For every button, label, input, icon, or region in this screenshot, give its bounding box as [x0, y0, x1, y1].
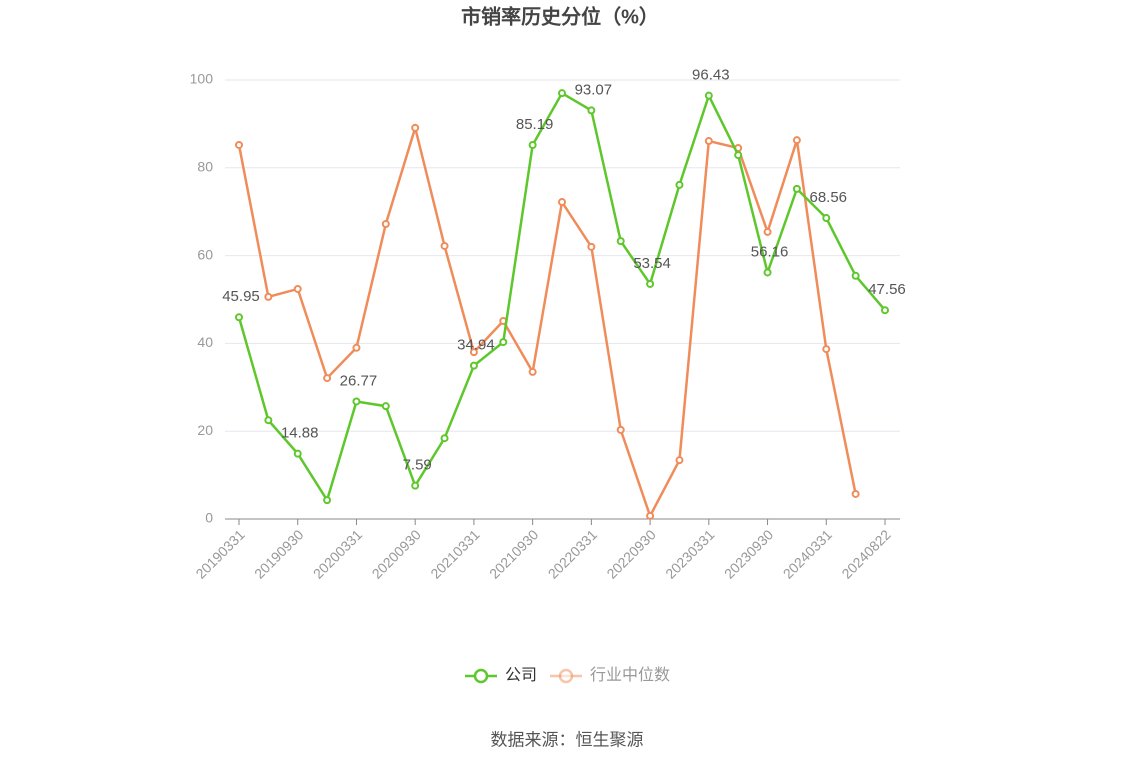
chart-title: 市销率历史分位（%） — [461, 4, 659, 28]
series-line — [237, 123, 857, 520]
point — [558, 198, 566, 207]
point — [881, 306, 889, 315]
data-label: 93.07 — [575, 81, 613, 98]
point — [235, 313, 243, 322]
point — [499, 338, 508, 347]
legend-item: 公司 — [465, 667, 537, 684]
x-tick-label: 20210331 — [427, 526, 483, 582]
y-tick-label: 0 — [205, 510, 213, 526]
point — [734, 151, 743, 160]
point — [381, 402, 390, 411]
point — [411, 123, 420, 132]
legend-marker — [473, 668, 489, 684]
y-tick-label: 20 — [197, 422, 213, 438]
point — [411, 481, 420, 490]
x-tick-label: 20190331 — [192, 526, 248, 582]
point — [646, 511, 655, 520]
point — [293, 284, 302, 293]
y-tick-label: 100 — [190, 71, 214, 87]
data-label: 96.43 — [692, 67, 730, 84]
point — [440, 434, 449, 443]
point — [675, 180, 684, 189]
point — [675, 456, 684, 465]
point — [792, 184, 801, 193]
point — [323, 496, 332, 505]
point — [587, 242, 596, 251]
x-tick-label: 20220331 — [545, 526, 601, 582]
point — [558, 89, 566, 98]
x-tick-label: 20220930 — [603, 526, 659, 582]
point — [851, 489, 860, 498]
data-label: 53.54 — [633, 255, 671, 272]
point — [264, 416, 273, 425]
legend-label: 公司 — [505, 667, 537, 684]
point — [704, 137, 713, 146]
point — [323, 374, 332, 383]
series-line — [237, 91, 886, 504]
legend-label: 行业中位数 — [590, 666, 670, 684]
x-tick-label: 20230331 — [662, 526, 718, 582]
point — [469, 348, 478, 357]
x-tick-label: 20200930 — [369, 526, 425, 582]
point — [381, 219, 390, 228]
point — [851, 271, 860, 280]
data-label: 14.88 — [281, 425, 319, 442]
point — [763, 268, 772, 277]
x-tick-label: 20210930 — [486, 526, 542, 582]
point — [587, 106, 596, 115]
legend-marker — [558, 668, 574, 684]
data-label: 68.56 — [809, 189, 847, 206]
point — [235, 140, 243, 149]
point — [763, 227, 772, 236]
x-tick-label: 20240331 — [780, 526, 836, 582]
data-label: 85.19 — [516, 116, 554, 133]
source: 数据来源：恒生聚源 — [491, 730, 644, 749]
y-tick-label: 80 — [197, 159, 213, 175]
point — [352, 343, 361, 352]
y-tick-label: 40 — [197, 334, 213, 350]
legend-item: 行业中位数 — [550, 666, 670, 684]
point — [352, 397, 361, 406]
point — [704, 91, 713, 100]
point — [646, 279, 655, 288]
x-tick-label: 20230930 — [721, 526, 777, 582]
data-label: 56.16 — [751, 243, 789, 260]
data-label: 34.94 — [457, 337, 495, 354]
data-label: 7.59 — [403, 457, 432, 474]
point — [616, 237, 625, 246]
point — [822, 214, 831, 223]
point — [822, 345, 831, 354]
point — [616, 425, 625, 434]
x-tick-label: 20240822 — [838, 526, 894, 582]
data-label: 45.95 — [222, 288, 260, 305]
point — [293, 449, 302, 458]
point — [792, 136, 801, 145]
y-tick-label: 60 — [197, 246, 213, 262]
point — [264, 292, 273, 301]
data-label: 26.77 — [340, 372, 378, 389]
point — [440, 241, 449, 250]
point — [528, 367, 537, 376]
point — [528, 141, 537, 150]
point — [469, 361, 478, 370]
x-tick-label: 20190930 — [251, 526, 307, 582]
x-tick-label: 20200331 — [310, 526, 366, 582]
data-label: 47.56 — [868, 281, 906, 298]
